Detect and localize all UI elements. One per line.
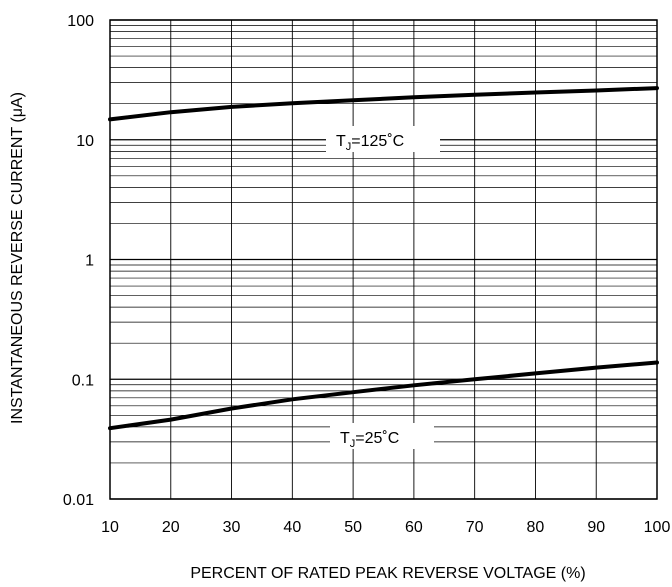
minor-grid — [110, 25, 657, 464]
x-tick-label: 40 — [283, 519, 301, 536]
curves — [108, 86, 659, 431]
x-axis-title: PERCENT OF RATED PEAK REVERSE VOLTAGE (%… — [190, 565, 585, 582]
y-tick-label: 0.1 — [72, 372, 94, 389]
y-tick-label: 1 — [85, 253, 94, 270]
y-tick-label: 100 — [67, 13, 94, 30]
x-tick-label: 10 — [101, 519, 119, 536]
curve-label-main: T — [336, 133, 346, 150]
x-tick-label: 50 — [344, 519, 362, 536]
curve-label-background — [326, 126, 440, 152]
curve-label-main: T — [340, 430, 350, 447]
curve-label-value: =125˚C — [351, 133, 404, 150]
curve-label-value: =25˚C — [355, 430, 399, 447]
x-tick-label: 100 — [644, 519, 671, 536]
curve-125c — [108, 86, 659, 122]
curve-label-text: TJ=25˚C — [340, 430, 399, 450]
y-tick-label: 10 — [76, 133, 94, 150]
curve-label-subscript: J — [346, 141, 352, 153]
x-tick-label: 90 — [587, 519, 605, 536]
y-tick-label: 0.01 — [63, 492, 94, 509]
x-tick-labels: 10 20 30 40 50 60 70 80 90 100 — [101, 519, 670, 536]
curve-label-subscript: J — [350, 438, 356, 450]
x-tick-label: 30 — [223, 519, 241, 536]
curve-label-125c: TJ=125˚C — [326, 126, 440, 153]
curve-label-text: TJ=125˚C — [336, 133, 404, 153]
x-tick-label: 80 — [527, 519, 545, 536]
x-tick-label: 70 — [466, 519, 484, 536]
curve-25c — [108, 360, 659, 431]
x-tick-label: 20 — [162, 519, 180, 536]
curve-label-25c: TJ=25˚C — [330, 423, 434, 450]
y-tick-labels: 0.01 0.1 1 10 100 — [63, 13, 94, 509]
y-axis-title: INSTANTANEOUS REVERSE CURRENT (μA) — [9, 92, 26, 424]
plot-frame — [109, 19, 658, 500]
x-tick-label: 60 — [405, 519, 423, 536]
curve-label-background — [330, 423, 434, 449]
